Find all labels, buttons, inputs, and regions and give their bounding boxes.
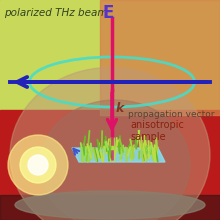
Text: k: k [116, 102, 124, 115]
Polygon shape [100, 0, 220, 115]
Text: anisotropic
sample: anisotropic sample [130, 120, 184, 142]
Ellipse shape [15, 191, 205, 219]
Ellipse shape [10, 68, 210, 220]
Polygon shape [0, 0, 220, 110]
Polygon shape [72, 148, 165, 162]
Circle shape [28, 155, 48, 175]
Text: E: E [102, 4, 114, 22]
Ellipse shape [40, 100, 190, 220]
Circle shape [20, 147, 56, 183]
Text: polarized THz beam: polarized THz beam [4, 8, 108, 18]
Circle shape [8, 135, 68, 195]
Polygon shape [0, 110, 220, 220]
Text: propagation vector: propagation vector [128, 110, 214, 119]
Polygon shape [0, 195, 220, 220]
